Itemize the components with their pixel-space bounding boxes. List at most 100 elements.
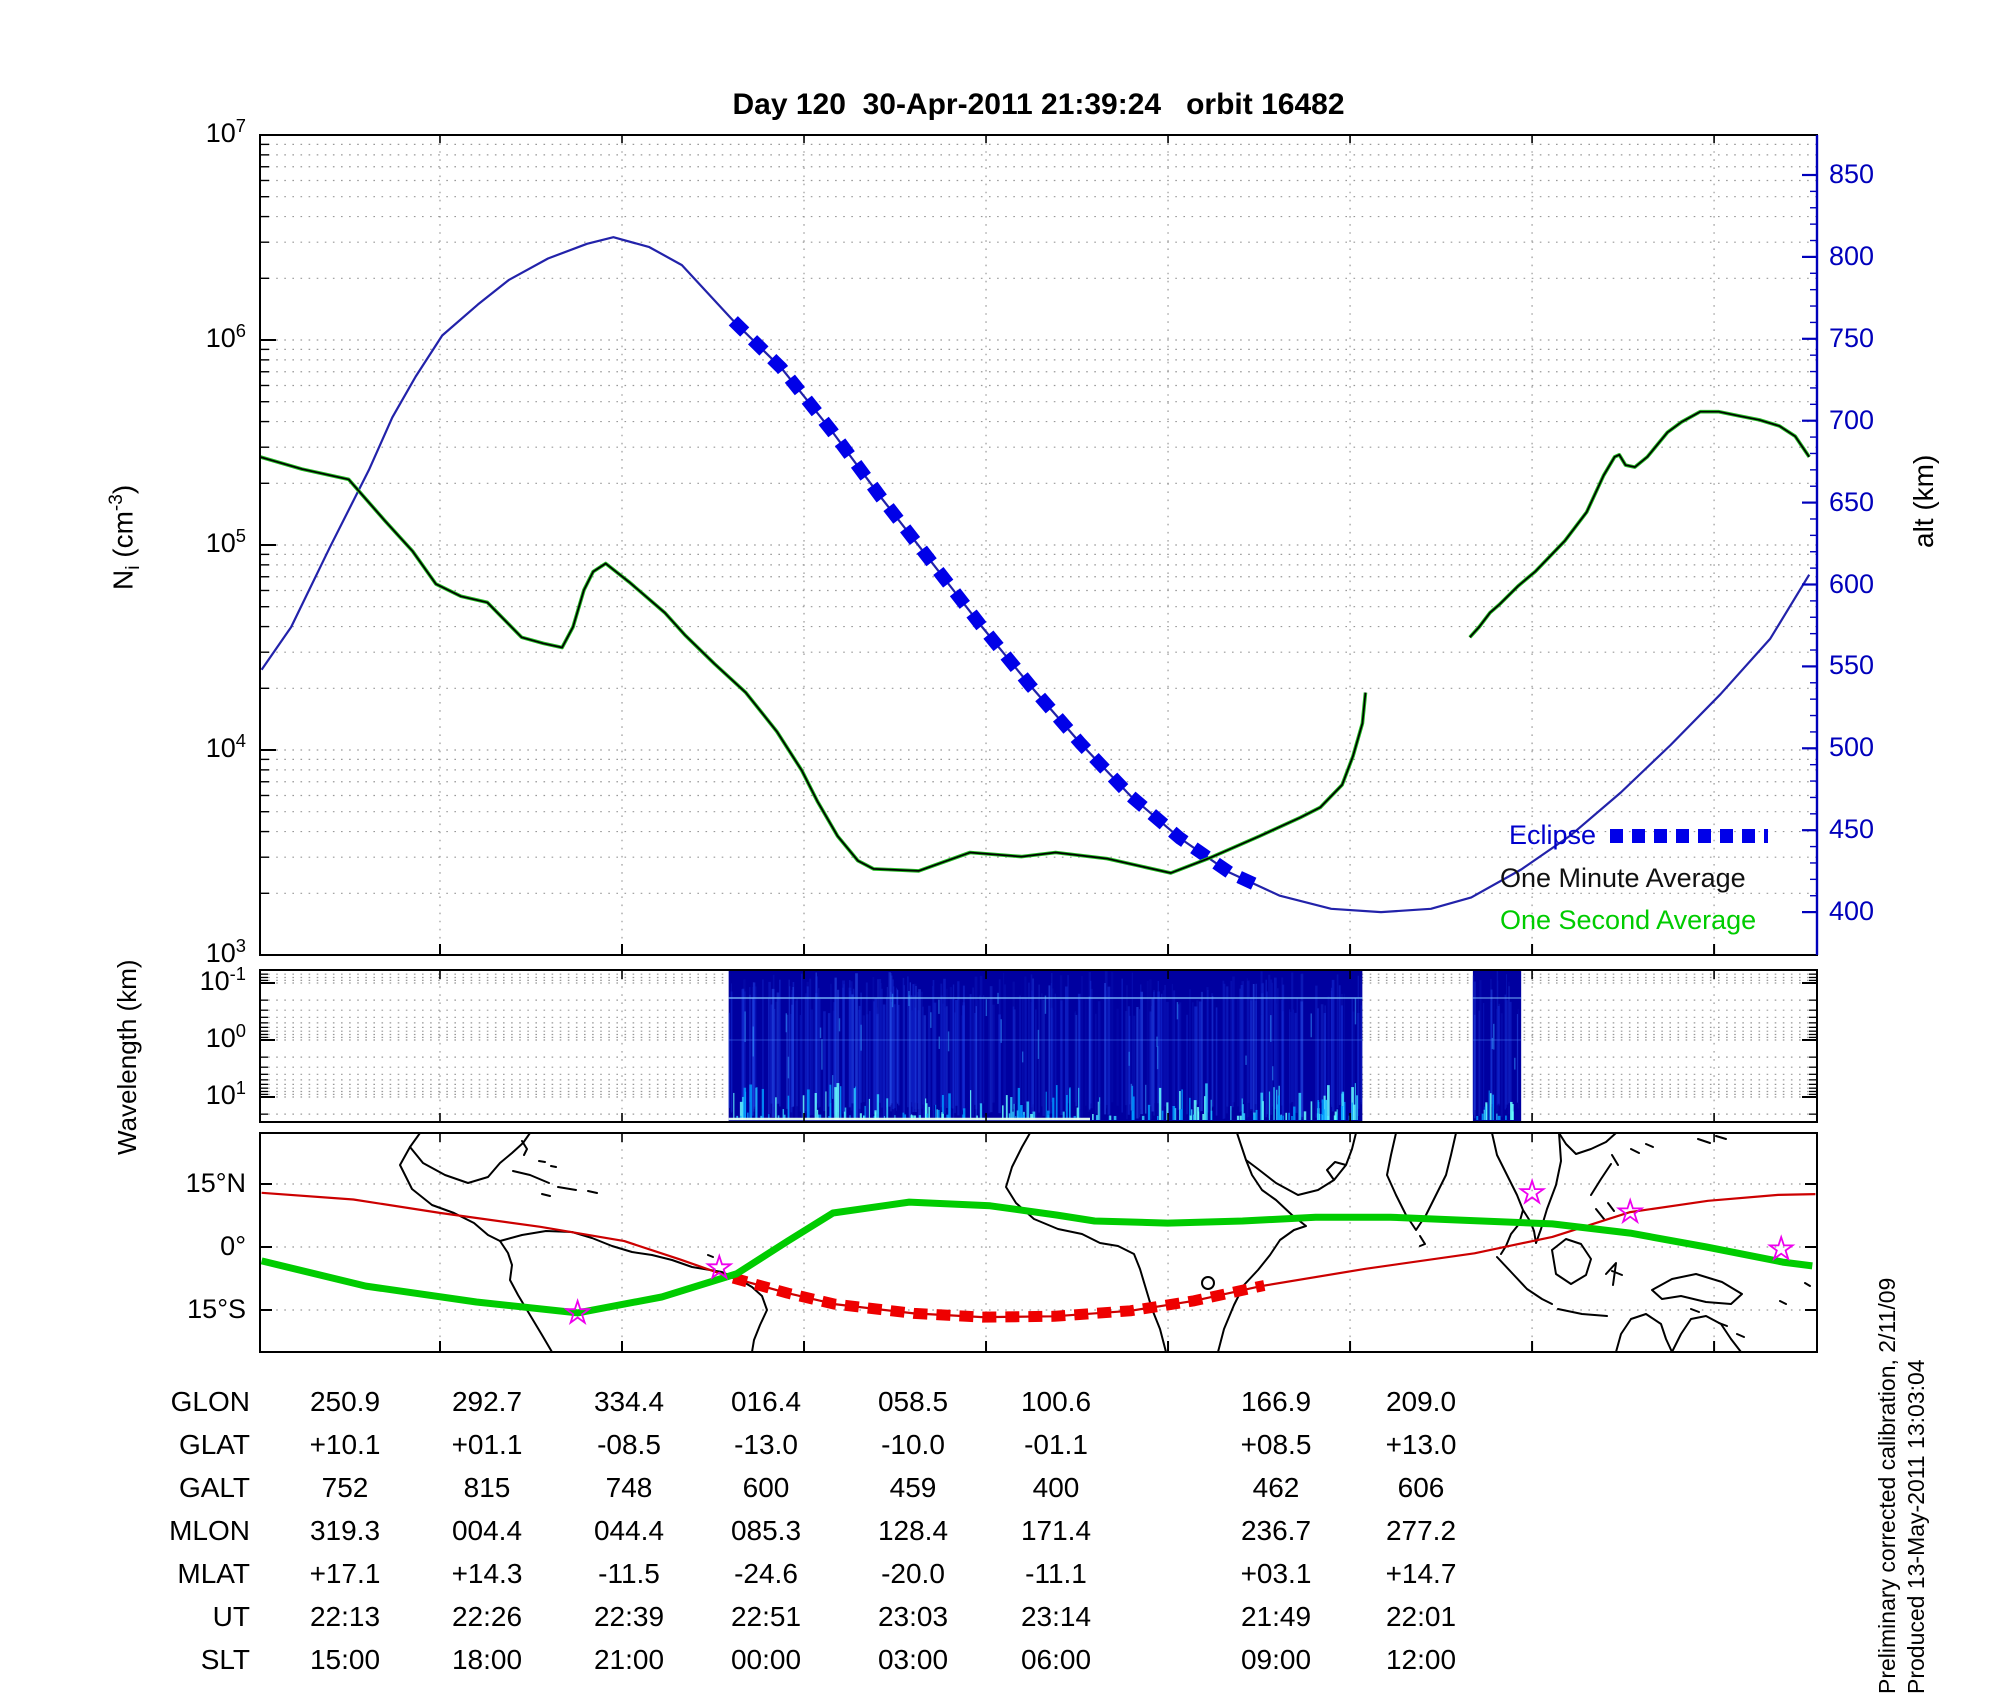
- axes-spines-ticks: [259, 134, 1819, 1353]
- table-cell-glat-7: +08.5: [1240, 1429, 1312, 1460]
- table-row-label: GLAT: [178, 1429, 250, 1460]
- wavelength-tick-label: 10-1: [199, 963, 246, 996]
- table-cell-slt-2: 18:00: [451, 1644, 523, 1675]
- station-stars: [563, 1177, 1796, 1325]
- altitude-tick-label: 450: [1829, 814, 1875, 845]
- table-cell-galt-1: 752: [321, 1472, 369, 1503]
- table-cell-ut-8: 22:01: [1385, 1601, 1457, 1632]
- table-cell-glon-2: 292.7: [451, 1386, 523, 1417]
- table-cell-slt-8: 12:00: [1385, 1644, 1457, 1675]
- legend-one-second-label: One Second Average: [1500, 905, 1757, 935]
- table-cell-glat-3: -08.5: [597, 1429, 661, 1460]
- table-cell-glon-8: 209.0: [1385, 1386, 1457, 1417]
- table-cell-mlat-1: +17.1: [309, 1558, 381, 1589]
- table-cell-ut-2: 22:26: [451, 1601, 523, 1632]
- density-tick-label: 106: [205, 320, 246, 353]
- table-cell-mlon-8: 277.2: [1385, 1515, 1457, 1546]
- table-row-label: GALT: [178, 1472, 250, 1503]
- table-cell-glon-7: 166.9: [1240, 1386, 1312, 1417]
- table-cell-mlat-7: +03.1: [1240, 1558, 1312, 1589]
- altitude-tick-label: 400: [1829, 896, 1875, 927]
- wavelength-tick-label: 101: [205, 1077, 246, 1110]
- table-cell-ut-6: 23:14: [1020, 1601, 1092, 1632]
- table-row-label: MLAT: [177, 1558, 250, 1589]
- density-axis-label: Ni (cm-3): [106, 484, 144, 590]
- table-cell-mlat-5: -20.0: [881, 1558, 945, 1589]
- table-cell-glat-2: +01.1: [451, 1429, 523, 1460]
- table-row-label: GLON: [170, 1386, 250, 1417]
- table-cell-glon-1: 250.9: [309, 1386, 381, 1417]
- table-cell-mlat-8: +14.7: [1385, 1558, 1457, 1589]
- table-cell-slt-3: 21:00: [593, 1644, 665, 1675]
- altitude-tick-label: 500: [1829, 732, 1875, 763]
- table-cell-mlon-4: 085.3: [730, 1515, 802, 1546]
- table-cell-mlon-2: 004.4: [451, 1515, 523, 1546]
- table-row-label: MLON: [169, 1515, 250, 1546]
- density-tick-label: 103: [205, 935, 246, 968]
- table-cell-glon-5: 058.5: [877, 1386, 949, 1417]
- table-cell-glat-1: +10.1: [309, 1429, 381, 1460]
- wavelength-axis-label: Wavelength (km): [112, 959, 142, 1155]
- table-cell-galt-3: 748: [605, 1472, 653, 1503]
- table-cell-mlon-6: 171.4: [1020, 1515, 1092, 1546]
- table-cell-galt-2: 815: [463, 1472, 511, 1503]
- table-cell-galt-4: 600: [742, 1472, 790, 1503]
- table-cell-glat-5: -10.0: [881, 1429, 945, 1460]
- table-cell-galt-8: 606: [1397, 1472, 1445, 1503]
- density-tick-label: 107: [205, 115, 246, 148]
- table-cell-mlon-5: 128.4: [877, 1515, 949, 1546]
- table-cell-mlat-6: -11.1: [1025, 1558, 1087, 1589]
- table-cell-glat-4: -13.0: [734, 1429, 798, 1460]
- table-cell-mlat-4: -24.6: [734, 1558, 798, 1589]
- altitude-tick-label: 550: [1829, 650, 1875, 681]
- table-cell-glat-8: +13.0: [1385, 1429, 1457, 1460]
- table-cell-glon-6: 100.6: [1020, 1386, 1092, 1417]
- legend-eclipse-label: Eclipse: [1508, 820, 1596, 850]
- table-cell-glat-6: -01.1: [1024, 1429, 1088, 1460]
- world-map: [260, 1133, 1816, 1352]
- wavelength-spectrogram: [728, 971, 1522, 1121]
- table-cell-galt-5: 459: [889, 1472, 937, 1503]
- table-cell-slt-1: 15:00: [309, 1644, 381, 1675]
- map-content: [260, 1133, 1816, 1352]
- table-row-label: SLT: [200, 1644, 250, 1675]
- table-cell-glon-4: 016.4: [730, 1386, 802, 1417]
- altitude-tick-label: 700: [1829, 404, 1875, 435]
- table-cell-mlon-3: 044.4: [593, 1515, 665, 1546]
- altitude-tick-label: 800: [1829, 240, 1875, 271]
- latitude-tick-label: 0°: [220, 1231, 246, 1261]
- produced-note: Produced 13-May-2011 13:03:04: [1903, 1359, 1929, 1694]
- table-cell-ut-5: 23:03: [877, 1601, 949, 1632]
- table-cell-galt-6: 400: [1032, 1472, 1080, 1503]
- table-cell-ut-1: 22:13: [309, 1601, 381, 1632]
- coastlines: [399, 1133, 1811, 1352]
- table-cell-slt-6: 06:00: [1020, 1644, 1092, 1675]
- table-cell-ut-3: 22:39: [593, 1601, 665, 1632]
- table-cell-ut-7: 21:49: [1240, 1601, 1312, 1632]
- wavelength-tick-label: 100: [205, 1020, 246, 1053]
- table-cell-galt-7: 462: [1252, 1472, 1300, 1503]
- altitude-tick-label: 750: [1829, 322, 1875, 353]
- table-cell-ut-4: 22:51: [730, 1601, 802, 1632]
- density-tick-label: 105: [205, 525, 246, 558]
- table-cell-slt-5: 03:00: [877, 1644, 949, 1675]
- table-row-label: UT: [212, 1601, 250, 1632]
- density-altitude-curves: [259, 236, 1811, 914]
- table-cell-mlat-2: +14.3: [451, 1558, 523, 1589]
- latitude-tick-label: 15°S: [187, 1294, 246, 1324]
- table-cell-glon-3: 334.4: [593, 1386, 665, 1417]
- page-title: Day 120 30-Apr-2011 21:39:24 orbit 16482: [732, 88, 1345, 121]
- table-cell-mlon-1: 319.3: [309, 1515, 381, 1546]
- altitude-axis-label: alt (km): [1908, 454, 1939, 548]
- table-cell-mlon-7: 236.7: [1240, 1515, 1312, 1546]
- legend-one-minute-label: One Minute Average: [1500, 863, 1746, 893]
- altitude-tick-label: 850: [1829, 159, 1875, 189]
- latitude-tick-label: 15°N: [185, 1168, 246, 1198]
- density-tick-label: 104: [205, 730, 246, 763]
- altitude-tick-label: 650: [1829, 486, 1875, 517]
- table-cell-slt-4: 00:00: [730, 1644, 802, 1675]
- table-cell-mlat-3: -11.5: [598, 1558, 660, 1589]
- altitude-tick-label: 600: [1829, 568, 1875, 599]
